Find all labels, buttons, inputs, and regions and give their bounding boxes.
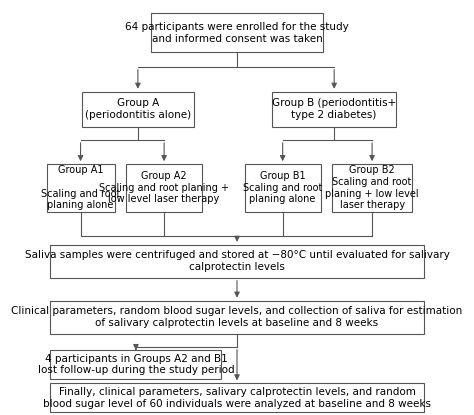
FancyBboxPatch shape — [50, 350, 221, 379]
FancyBboxPatch shape — [272, 92, 396, 127]
FancyBboxPatch shape — [245, 164, 320, 212]
FancyBboxPatch shape — [152, 13, 322, 52]
FancyBboxPatch shape — [126, 164, 202, 212]
Text: Group A
(periodontitis alone): Group A (periodontitis alone) — [85, 98, 191, 120]
Text: Group A2
Scaling and root planing +
low level laser therapy: Group A2 Scaling and root planing + low … — [99, 171, 229, 205]
Text: Clinical parameters, random blood sugar levels, and collection of saliva for est: Clinical parameters, random blood sugar … — [11, 306, 463, 328]
FancyBboxPatch shape — [82, 92, 194, 127]
Text: 4 participants in Groups A2 and B1
lost follow-up during the study period: 4 participants in Groups A2 and B1 lost … — [37, 354, 234, 376]
Text: Group B2
Scaling and root
planing + low level
laser therapy: Group B2 Scaling and root planing + low … — [325, 166, 419, 210]
FancyBboxPatch shape — [46, 164, 115, 212]
Text: Group B (periodontitis+
type 2 diabetes): Group B (periodontitis+ type 2 diabetes) — [272, 98, 396, 120]
FancyBboxPatch shape — [332, 164, 412, 212]
FancyBboxPatch shape — [50, 245, 424, 278]
Text: Saliva samples were centrifuged and stored at −80°C until evaluated for salivary: Saliva samples were centrifuged and stor… — [25, 251, 449, 272]
FancyBboxPatch shape — [50, 300, 424, 334]
Text: Group B1
Scaling and root
planing alone: Group B1 Scaling and root planing alone — [243, 171, 322, 205]
Text: 64 participants were enrolled for the study
and informed consent was taken: 64 participants were enrolled for the st… — [125, 22, 349, 44]
Text: Group A1

Scaling and root
planing alone: Group A1 Scaling and root planing alone — [41, 166, 120, 210]
Text: Finally, clinical parameters, salivary calprotectin levels, and random
blood sug: Finally, clinical parameters, salivary c… — [43, 387, 431, 408]
FancyBboxPatch shape — [50, 383, 424, 412]
